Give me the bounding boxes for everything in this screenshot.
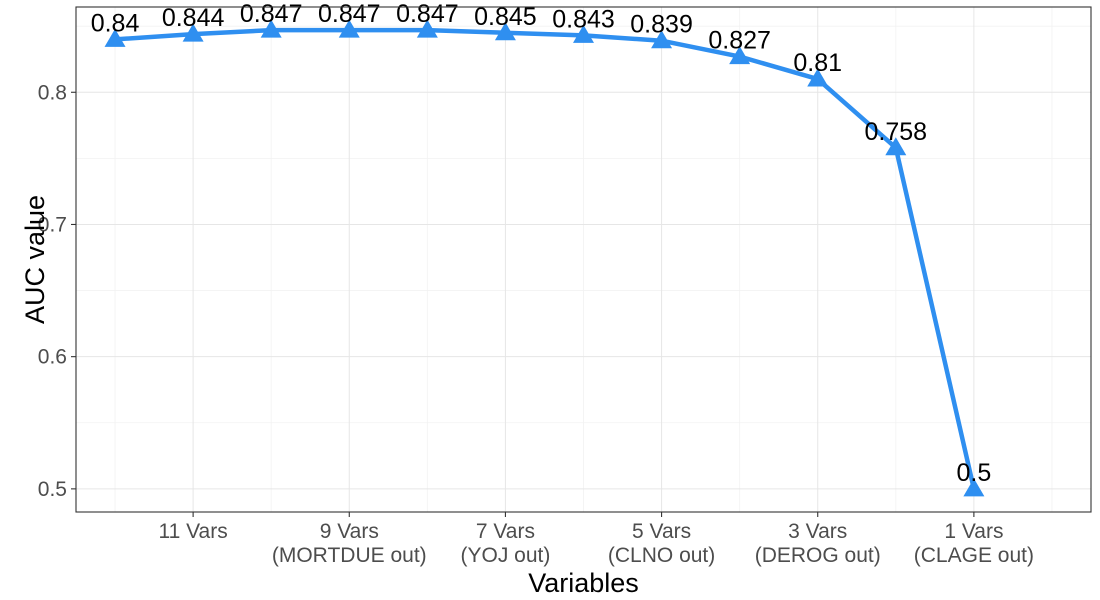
y-axis-title: AUC value: [20, 195, 50, 324]
x-tick-label: 11 Vars: [158, 520, 227, 543]
triangle-marker: [416, 19, 438, 38]
x-tick-label-line: 9 Vars: [320, 520, 379, 543]
data-label: 0.847: [318, 0, 381, 28]
data-label: 0.847: [396, 0, 459, 28]
data-label-layer: 0.84 0.844 0.847 0.847 0.847 0.845 0.843 0.8390…: [91, 0, 992, 487]
triangle-marker: [963, 478, 985, 497]
data-label: 0.844: [162, 4, 225, 32]
x-tick-label: 3 Vars (DEROG out): [755, 520, 881, 567]
x-tick-label-line: 11 Vars: [158, 520, 227, 543]
x-tick-label-line: 7 Vars: [476, 520, 535, 543]
triangle-marker: [494, 22, 516, 41]
y-tick-label: 0.7: [38, 213, 67, 236]
x-tick-label-line: 3 Vars: [788, 520, 847, 543]
y-tick-label: 0.8: [38, 81, 67, 104]
series-layer: [104, 19, 985, 497]
data-label: 0.758: [865, 118, 928, 146]
x-tick-label: 9 Vars (MORTDUE out): [272, 520, 427, 567]
x-tick-label-line: (CLNO out): [608, 544, 715, 567]
triangle-marker: [885, 137, 907, 156]
auc-series-line: [112, 27, 977, 492]
x-tick-label-line: (MORTDUE out): [272, 544, 427, 567]
x-tick-label: 1 Vars (CLAGE out): [914, 520, 1034, 567]
x-axis-title: Variables: [528, 568, 639, 598]
triangle-marker: [807, 68, 829, 87]
y-tick-label: 0.6: [38, 346, 67, 369]
grid-layer: [76, 7, 1091, 512]
x-tick-label-line: (YOJ out): [460, 544, 550, 567]
plot-panel-border: [75, 6, 1092, 513]
triangle-marker: [182, 23, 204, 42]
x-tick-label-line: (DEROG out): [755, 544, 881, 567]
data-label: 0.84: [91, 9, 140, 37]
data-label: 0.827: [708, 27, 771, 55]
data-label: 0.847: [240, 0, 303, 28]
data-label: 0.5: [957, 459, 992, 487]
triangle-marker: [573, 24, 594, 43]
data-label: 0.81: [793, 49, 842, 77]
data-label: 0.843: [552, 5, 615, 33]
x-tick-label: 5 Vars (CLNO out): [608, 520, 715, 567]
data-label: 0.839: [630, 11, 693, 39]
triangle-marker: [729, 46, 751, 65]
triangle-marker: [651, 30, 673, 49]
axis-layer: 0.5 0.6 0.7 0.8 11 Vars 9 Vars (MORTDUE out) 7 …: [38, 81, 1034, 567]
x-tick-label-line: 5 Vars: [632, 520, 691, 543]
x-tick-label-line: 1 Vars: [944, 520, 1003, 543]
triangle-marker: [104, 28, 126, 47]
triangle-marker: [338, 19, 360, 38]
x-tick-label-line: (CLAGE out): [914, 544, 1034, 567]
x-tick-label: 7 Vars (YOJ out): [460, 520, 550, 567]
triangle-marker: [260, 19, 282, 38]
y-tick-label: 0.5: [38, 478, 67, 501]
